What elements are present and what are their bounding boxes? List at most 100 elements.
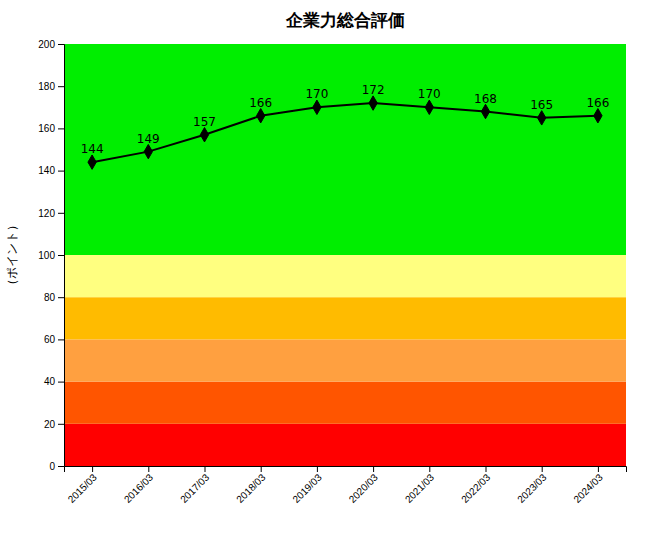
tick-mark [58, 297, 64, 298]
tick-mark [58, 128, 64, 129]
tick-label: 160 [38, 123, 55, 134]
axis-domain [58, 45, 65, 467]
data-label: 166 [586, 96, 609, 110]
band [64, 382, 626, 424]
data-label: 168 [474, 92, 497, 106]
y-axis-title: （ポイント） [5, 219, 19, 291]
tick-mark [58, 44, 64, 45]
data-label: 166 [249, 96, 272, 110]
tick-label: 100 [38, 250, 55, 261]
y-tick: 200 [38, 39, 64, 50]
line [92, 103, 598, 162]
tick-label: 2022/03 [459, 471, 493, 505]
marker [481, 104, 489, 118]
tick-mark [58, 466, 64, 467]
tick-label: 200 [38, 39, 55, 50]
y-tick: 160 [38, 123, 64, 134]
tick-mark [58, 424, 64, 425]
tick-mark [486, 466, 487, 472]
y-tick: 80 [44, 292, 64, 303]
x-axis: 2015/03 2016/03 2017/03 2018/03 2019/03 2020/… [65, 466, 627, 505]
tick-label: 180 [38, 81, 55, 92]
data-label: 149 [137, 132, 160, 146]
y-tick: 100 [38, 250, 64, 261]
tick-mark [58, 86, 64, 87]
data-label: 170 [305, 87, 328, 101]
y-tick: 180 [38, 81, 64, 92]
title: 企業力総合評価 [285, 10, 405, 30]
band [64, 424, 626, 466]
tick-label: 20 [44, 419, 56, 430]
y-axis: 0 20 40 60 80 100 120 140 160 180 200 [38, 39, 64, 472]
data-label: 170 [418, 87, 441, 101]
tick-mark [261, 466, 262, 472]
y-tick: 20 [44, 419, 64, 430]
marker [538, 111, 546, 125]
band [64, 297, 626, 339]
tick-label: 80 [44, 292, 56, 303]
tick-label: 40 [44, 376, 56, 387]
y-tick: 120 [38, 208, 64, 219]
tick-label: 2023/03 [515, 471, 549, 505]
x-tick: 2020/03 [347, 466, 381, 505]
x-tick: 2021/03 [403, 466, 437, 505]
tick-label: 2020/03 [347, 471, 381, 505]
marker [594, 109, 602, 123]
marker [144, 144, 152, 158]
x-tick: 2023/03 [515, 466, 549, 505]
y-tick: 40 [44, 376, 64, 387]
chart: 144 149 157 166 170 172 170 168 165 166 0 20 40 60 80 1… [0, 0, 650, 540]
tick-mark [58, 171, 64, 172]
y-tick: 140 [38, 165, 64, 176]
tick-label: 60 [44, 334, 56, 345]
tick-mark [92, 466, 93, 472]
x-tick: 2019/03 [290, 466, 324, 505]
y-tick: 0 [49, 461, 64, 472]
marker [425, 100, 433, 114]
tick-label: 2016/03 [122, 471, 156, 505]
data-labels: 144 149 157 166 170 172 170 168 165 166 [81, 83, 610, 156]
axis-domain [65, 467, 627, 473]
band [64, 44, 626, 255]
plot-root: 144 149 157 166 170 172 170 168 165 166 0 20 40 60 80 1… [38, 39, 626, 505]
x-tick: 2024/03 [571, 466, 605, 505]
tick-label: 140 [38, 165, 55, 176]
band [64, 339, 626, 381]
tick-mark [373, 466, 374, 472]
data-label: 157 [193, 115, 216, 129]
tick-label: 120 [38, 208, 55, 219]
tick-label: 2019/03 [290, 471, 324, 505]
tick-label: 2017/03 [178, 471, 212, 505]
x-tick: 2017/03 [178, 466, 212, 505]
data-label: 172 [362, 83, 385, 97]
tick-mark [598, 466, 599, 472]
marker [88, 155, 96, 169]
marker [369, 96, 377, 110]
tick-mark [317, 466, 318, 472]
tick-mark [58, 213, 64, 214]
marker [257, 109, 265, 123]
band [64, 255, 626, 297]
x-tick: 2022/03 [459, 466, 493, 505]
tick-mark [542, 466, 543, 472]
tick-label: 2021/03 [403, 471, 437, 505]
y-tick: 60 [44, 334, 64, 345]
x-tick: 2015/03 [66, 466, 100, 505]
data-label: 165 [530, 98, 553, 112]
tick-label: 2018/03 [234, 471, 268, 505]
plot-area [64, 44, 626, 466]
tick-label: 2015/03 [66, 471, 100, 505]
marker [313, 100, 321, 114]
x-tick: 2018/03 [234, 466, 268, 505]
marker [200, 128, 208, 142]
data-label: 144 [81, 142, 104, 156]
tick-mark [429, 466, 430, 472]
tick-mark [58, 382, 64, 383]
x-tick: 2016/03 [122, 466, 156, 505]
tick-mark [148, 466, 149, 472]
tick-mark [58, 339, 64, 340]
tick-mark [205, 466, 206, 472]
tick-label: 2024/03 [571, 471, 605, 505]
tick-mark [58, 255, 64, 256]
tick-label: 0 [49, 461, 55, 472]
